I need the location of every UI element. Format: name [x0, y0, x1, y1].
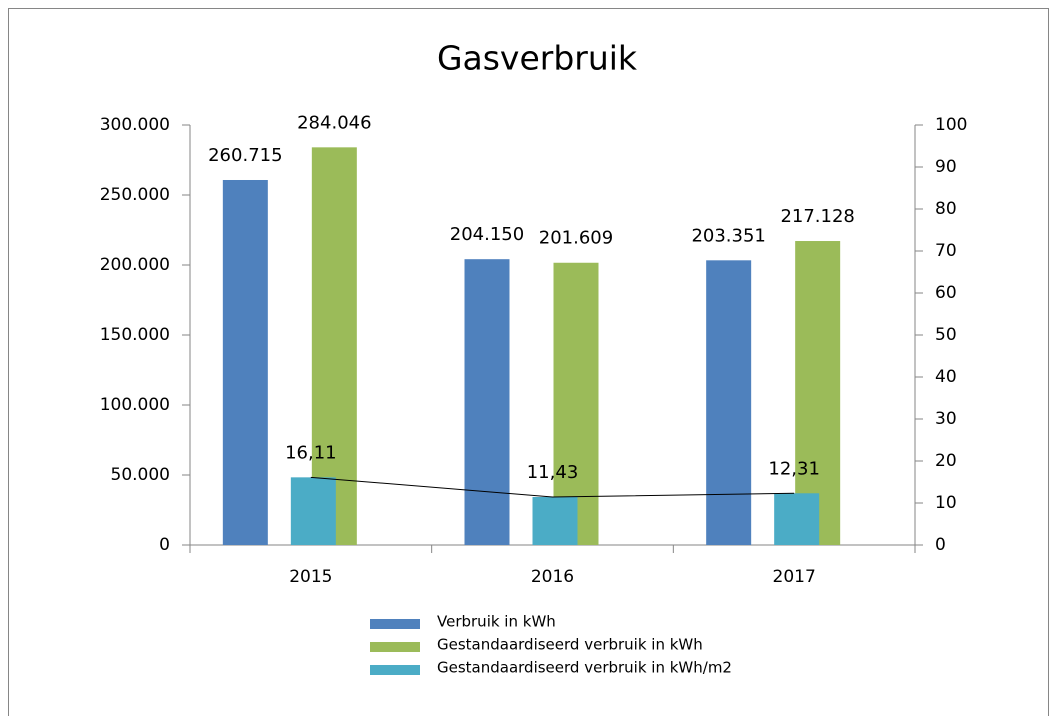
legend-label: Gestandaardiseerd verbruik in kWh — [437, 636, 703, 654]
y2-tick-label: 40 — [935, 367, 957, 387]
y-tick-label: 50.000 — [111, 465, 170, 485]
data-label: 217.128 — [780, 206, 854, 227]
y-tick-label: 200.000 — [100, 255, 170, 275]
y2-tick-label: 0 — [935, 535, 946, 555]
data-label: 16,11 — [285, 442, 337, 463]
y-tick-label: 100.000 — [100, 395, 170, 415]
bar — [706, 260, 752, 545]
bar — [532, 496, 578, 545]
y-tick-label: 150.000 — [100, 325, 170, 345]
data-label: 201.609 — [539, 228, 613, 249]
chart-title: Gasverbruik — [437, 39, 638, 78]
bar — [464, 259, 510, 545]
x-tick-label: 2017 — [773, 567, 816, 587]
y2-tick-label: 80 — [935, 199, 957, 219]
y2-tick-label: 20 — [935, 451, 957, 471]
bar — [290, 477, 336, 545]
series-line — [310, 476, 795, 498]
x-tick-label: 2016 — [531, 567, 574, 587]
data-label: 260.715 — [208, 145, 282, 166]
data-label: 12,31 — [768, 458, 820, 479]
x-tick-label: 2015 — [289, 567, 332, 587]
y2-tick-label: 50 — [935, 325, 957, 345]
y2-tick-label: 10 — [935, 493, 957, 513]
data-label: 204.150 — [450, 224, 524, 245]
legend-swatch — [370, 619, 420, 629]
chart-frame — [8, 8, 1049, 716]
legend-swatch — [370, 642, 420, 652]
data-label: 284.046 — [297, 112, 371, 133]
bar — [774, 493, 820, 545]
legend-label: Verbruik in kWh — [437, 613, 556, 631]
y-tick-label: 0 — [159, 535, 170, 555]
y-tick-label: 300.000 — [100, 115, 170, 135]
legend-swatch — [370, 665, 420, 675]
y2-tick-label: 30 — [935, 409, 957, 429]
data-label: 11,43 — [527, 462, 579, 483]
data-label: 203.351 — [691, 225, 765, 246]
bar — [222, 179, 268, 545]
y2-tick-label: 60 — [935, 283, 957, 303]
y2-tick-label: 100 — [935, 115, 967, 135]
y2-tick-label: 90 — [935, 157, 957, 177]
y-tick-label: 250.000 — [100, 185, 170, 205]
y2-tick-label: 70 — [935, 241, 957, 261]
legend-label: Gestandaardiseerd verbruik in kWh/m2 — [437, 659, 732, 677]
